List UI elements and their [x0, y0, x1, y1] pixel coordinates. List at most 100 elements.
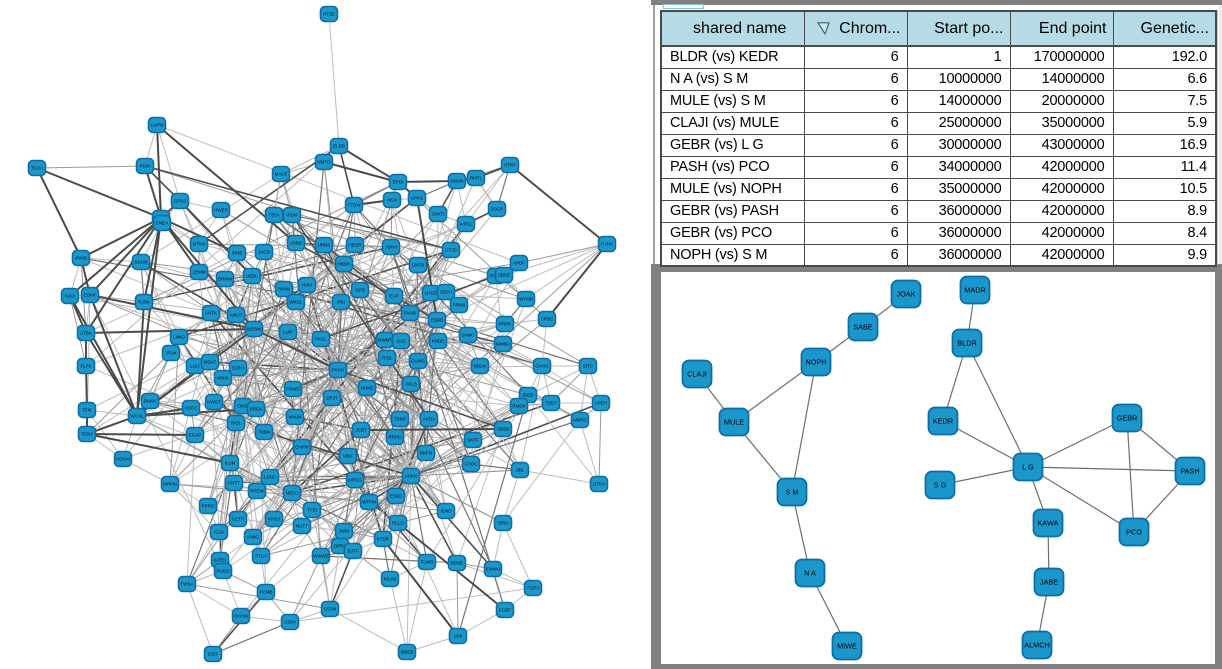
svg-text:CLAJI: CLAJI: [687, 370, 707, 379]
svg-text:FOPJ: FOPJ: [527, 586, 539, 591]
svg-text:GPSS: GPSS: [174, 199, 187, 204]
svg-text:MBRC: MBRC: [573, 418, 587, 423]
svg-text:UBIF: UBIF: [343, 454, 354, 459]
svg-text:NUTT: NUTT: [296, 524, 308, 529]
svg-text:EGAP: EGAP: [189, 433, 202, 438]
svg-text:CHFW: CHFW: [295, 445, 309, 450]
svg-text:WCUL: WCUL: [130, 414, 144, 419]
svg-text:MWMT: MWMT: [378, 338, 393, 343]
svg-text:OIHD: OIHD: [237, 404, 249, 409]
svg-text:ATBA: ATBA: [80, 331, 91, 336]
svg-text:EBKK: EBKK: [84, 293, 96, 298]
svg-text:RRNB: RRNB: [453, 303, 466, 308]
svg-text:ICND: ICND: [441, 509, 453, 514]
svg-text:TBJA: TBJA: [268, 213, 279, 218]
svg-text:GNTB: GNTB: [412, 263, 425, 268]
svg-text:MACF: MACF: [275, 172, 288, 177]
svg-text:FNWD: FNWD: [286, 387, 300, 392]
svg-text:IEAP: IEAP: [389, 294, 399, 299]
svg-text:IPMG: IPMG: [247, 535, 259, 540]
svg-text:APDF: APDF: [513, 261, 525, 266]
svg-text:TENJ: TENJ: [81, 432, 92, 437]
svg-text:TSDT: TSDT: [545, 401, 557, 406]
svg-text:IPUM: IPUM: [286, 213, 298, 218]
svg-text:RLLO: RLLO: [392, 521, 404, 526]
svg-text:RMTL: RMTL: [470, 176, 483, 181]
svg-text:MRHN: MRHN: [163, 482, 177, 487]
svg-text:GIEF: GIEF: [208, 652, 219, 657]
svg-text:HOUM: HOUM: [116, 457, 130, 462]
svg-text:TFIK: TFIK: [82, 408, 92, 413]
svg-text:PPRO: PPRO: [202, 504, 215, 509]
svg-text:CGIH: CGIH: [284, 620, 295, 625]
svg-text:RINW: RINW: [278, 287, 291, 292]
svg-text:KPEN: KPEN: [214, 558, 226, 563]
svg-text:MPCG: MPCG: [348, 478, 362, 483]
svg-text:RJHA: RJHA: [601, 242, 613, 247]
svg-text:FTLH: FTLH: [255, 554, 266, 559]
svg-text:KEDR: KEDR: [933, 417, 953, 426]
svg-text:IDOD: IDOD: [522, 393, 534, 398]
svg-text:SKTF: SKTF: [467, 438, 479, 443]
svg-text:S M: S M: [786, 488, 799, 497]
svg-text:NOPH: NOPH: [805, 358, 826, 367]
svg-text:JACD: JACD: [258, 250, 271, 255]
svg-text:OUWS: OUWS: [411, 359, 425, 364]
svg-text:STNT: STNT: [504, 163, 516, 168]
svg-text:RRPK: RRPK: [499, 322, 512, 327]
svg-text:SDFH: SDFH: [440, 290, 452, 295]
svg-text:HBOR: HBOR: [348, 243, 362, 248]
svg-text:FNTT: FNTT: [228, 481, 240, 486]
svg-text:UFKS: UFKS: [411, 196, 423, 201]
svg-text:USDU: USDU: [246, 274, 259, 279]
svg-text:PUGO: PUGO: [216, 569, 230, 574]
svg-text:OTKA: OTKA: [593, 482, 605, 487]
svg-text:LHGD: LHGD: [425, 291, 438, 296]
svg-text:WPCL: WPCL: [459, 222, 472, 227]
svg-text:HOFC: HOFC: [185, 406, 198, 411]
svg-text:DPRL: DPRL: [334, 544, 347, 549]
svg-text:IRHB: IRHB: [232, 251, 243, 256]
svg-text:LUIP: LUIP: [283, 330, 293, 335]
svg-text:APEH: APEH: [595, 401, 607, 406]
svg-text:ISPB: ISPB: [355, 288, 365, 293]
svg-text:KHSJ: KHSJ: [268, 517, 280, 522]
svg-text:CCDC: CCDC: [465, 462, 479, 467]
svg-text:PCMB: PCMB: [259, 590, 272, 595]
svg-text:SSTM: SSTM: [324, 607, 337, 612]
svg-text:LUIJ: LUIJ: [190, 364, 199, 369]
svg-text:SABE: SABE: [853, 323, 873, 332]
svg-text:JABE: JABE: [1040, 578, 1058, 587]
svg-text:MWBU: MWBU: [496, 342, 510, 347]
svg-text:HJNI: HJNI: [302, 283, 312, 288]
svg-text:AKDA: AKDA: [423, 417, 435, 422]
svg-text:NBLW: NBLW: [474, 364, 487, 369]
svg-text:BRGK: BRGK: [250, 407, 263, 412]
svg-text:GETR: GETR: [232, 517, 245, 522]
svg-text:MTKS: MTKS: [193, 242, 206, 247]
svg-text:DDSE: DDSE: [451, 561, 464, 566]
svg-text:OHHW: OHHW: [234, 614, 249, 619]
svg-text:OAHG: OAHG: [535, 364, 549, 369]
svg-text:FKCL: FKCL: [315, 337, 327, 342]
svg-text:WEBW: WEBW: [247, 327, 262, 332]
svg-text:JOAK: JOAK: [896, 290, 915, 299]
svg-text:SDSB: SDSB: [497, 427, 509, 432]
svg-text:GEBR: GEBR: [1117, 414, 1138, 423]
svg-text:WTPM: WTPM: [362, 500, 376, 505]
svg-text:MBEB: MBEB: [401, 650, 414, 655]
svg-text:PISH: PISH: [140, 164, 151, 169]
svg-text:WIHK: WIHK: [217, 376, 229, 381]
svg-text:IJBL: IJBL: [515, 468, 525, 473]
svg-text:EJRH: EJRH: [232, 366, 244, 371]
svg-text:FLWO: FLWO: [421, 560, 434, 565]
svg-text:NSJW: NSJW: [384, 577, 398, 582]
svg-text:EBDB: EBDB: [431, 318, 443, 323]
svg-text:NJUI: NJUI: [65, 294, 75, 299]
svg-text:JDCP: JDCP: [491, 207, 503, 212]
svg-text:ILUM: ILUM: [225, 461, 236, 466]
svg-text:CPBC: CPBC: [541, 317, 554, 322]
svg-text:CNEA: CNEA: [156, 221, 169, 226]
svg-text:TWSA: TWSA: [181, 582, 194, 587]
svg-text:AKLS: AKLS: [405, 382, 417, 387]
